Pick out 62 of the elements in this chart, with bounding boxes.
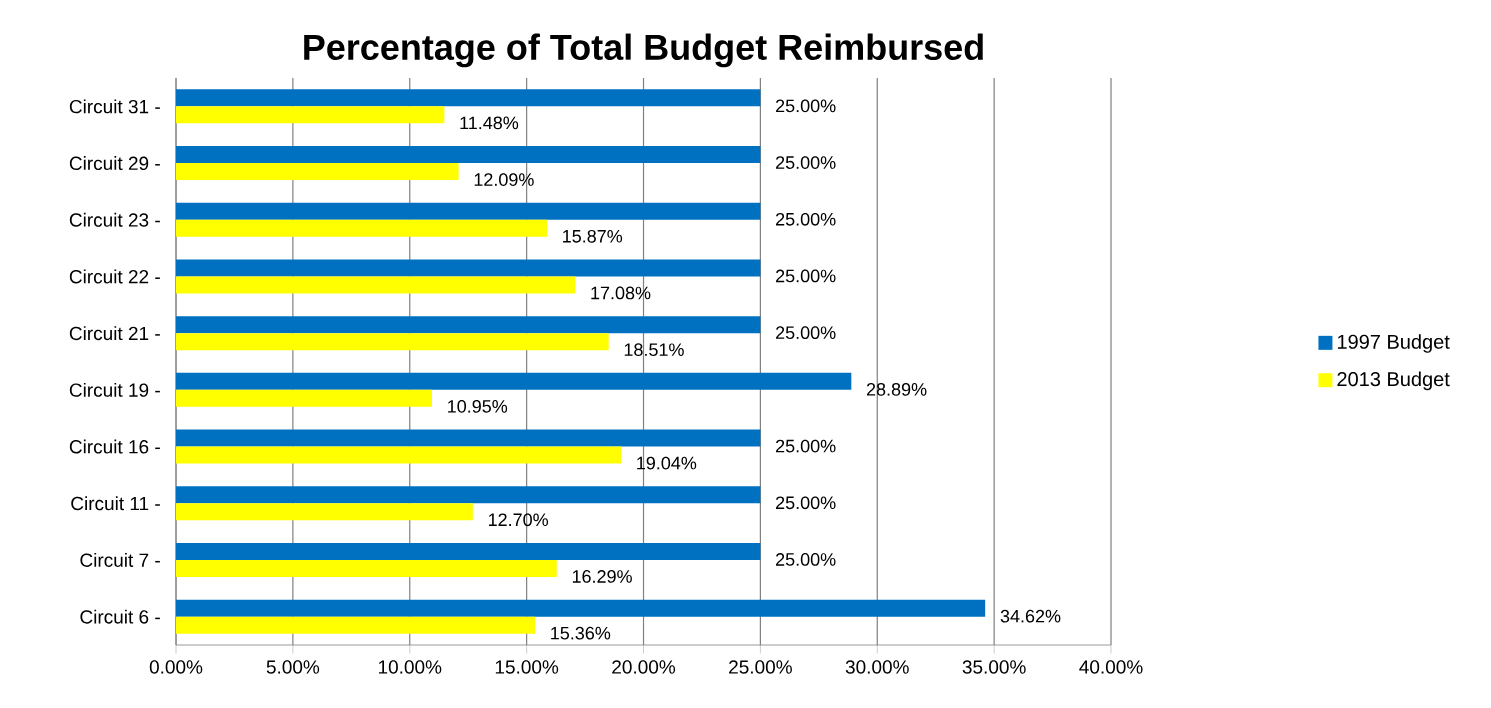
bar bbox=[176, 429, 761, 447]
y-tick-label: Circuit 6 - bbox=[80, 609, 160, 624]
x-tick-label: 0.00% bbox=[149, 660, 203, 674]
chart-title: Percentage of Total Budget Reimbursed bbox=[304, 33, 983, 68]
data-label: 18.51% bbox=[624, 343, 684, 357]
x-tick-label: 5.00% bbox=[266, 660, 320, 674]
bar bbox=[176, 89, 761, 107]
y-tick-label: Circuit 16 - bbox=[69, 439, 160, 454]
data-label: 25.00% bbox=[776, 212, 836, 226]
bar bbox=[176, 163, 459, 181]
x-tick-label: 30.00% bbox=[845, 660, 909, 674]
y-tick-label: Circuit 7 - bbox=[80, 552, 160, 567]
x-tick-label: 35.00% bbox=[962, 660, 1026, 674]
legend-label: 1997 Budget bbox=[1337, 334, 1450, 353]
data-label: 10.95% bbox=[448, 399, 508, 413]
y-tick-label: Circuit 23 - bbox=[69, 212, 160, 227]
bar bbox=[176, 333, 609, 351]
bar bbox=[176, 146, 761, 164]
y-tick-label: Circuit 22 - bbox=[69, 269, 160, 284]
bar bbox=[176, 446, 622, 464]
bar bbox=[176, 276, 576, 294]
y-tick-label: Circuit 29 - bbox=[69, 156, 160, 171]
data-label: 25.00% bbox=[776, 269, 836, 283]
data-label: 19.04% bbox=[637, 456, 697, 470]
bar bbox=[176, 219, 547, 237]
x-tick-label: 40.00% bbox=[1079, 660, 1143, 674]
data-label: 25.00% bbox=[776, 99, 836, 113]
bar bbox=[176, 106, 445, 124]
x-tick-label: 20.00% bbox=[612, 660, 676, 674]
data-label: 12.09% bbox=[474, 173, 534, 186]
y-tick-label: Circuit 31 - bbox=[69, 99, 160, 114]
bar bbox=[176, 559, 557, 577]
bar bbox=[176, 202, 761, 220]
data-label: 25.00% bbox=[776, 326, 836, 340]
data-label: 15.87% bbox=[563, 229, 623, 243]
x-tick-label: 15.00% bbox=[495, 660, 559, 674]
data-label: 12.70% bbox=[488, 513, 549, 527]
bar bbox=[176, 599, 986, 617]
bar bbox=[176, 316, 761, 334]
data-label: 11.48% bbox=[460, 116, 519, 130]
data-label: 25.00% bbox=[776, 156, 836, 169]
data-label: 34.62% bbox=[1000, 609, 1061, 623]
legend-label: 2013 Budget bbox=[1337, 371, 1450, 391]
bar bbox=[176, 616, 536, 634]
data-label: 28.89% bbox=[866, 382, 927, 396]
data-label: 25.00% bbox=[776, 553, 836, 566]
bar bbox=[176, 389, 432, 407]
x-tick-label: 10.00% bbox=[378, 660, 442, 674]
y-tick-label: Circuit 21 - bbox=[69, 326, 160, 341]
y-tick-label: Circuit 19 - bbox=[69, 382, 160, 397]
data-label: 17.08% bbox=[591, 286, 651, 300]
data-label: 25.00% bbox=[776, 496, 836, 510]
data-label: 15.36% bbox=[551, 626, 611, 640]
data-label: 16.29% bbox=[572, 570, 632, 583]
y-tick-label: Circuit 11 - bbox=[71, 496, 160, 511]
bar bbox=[176, 542, 761, 560]
bar bbox=[176, 372, 852, 390]
x-tick-label: 25.00% bbox=[729, 660, 792, 674]
data-label: 25.00% bbox=[776, 439, 836, 453]
bar bbox=[176, 259, 761, 277]
bar bbox=[176, 503, 473, 521]
bar bbox=[176, 486, 761, 504]
